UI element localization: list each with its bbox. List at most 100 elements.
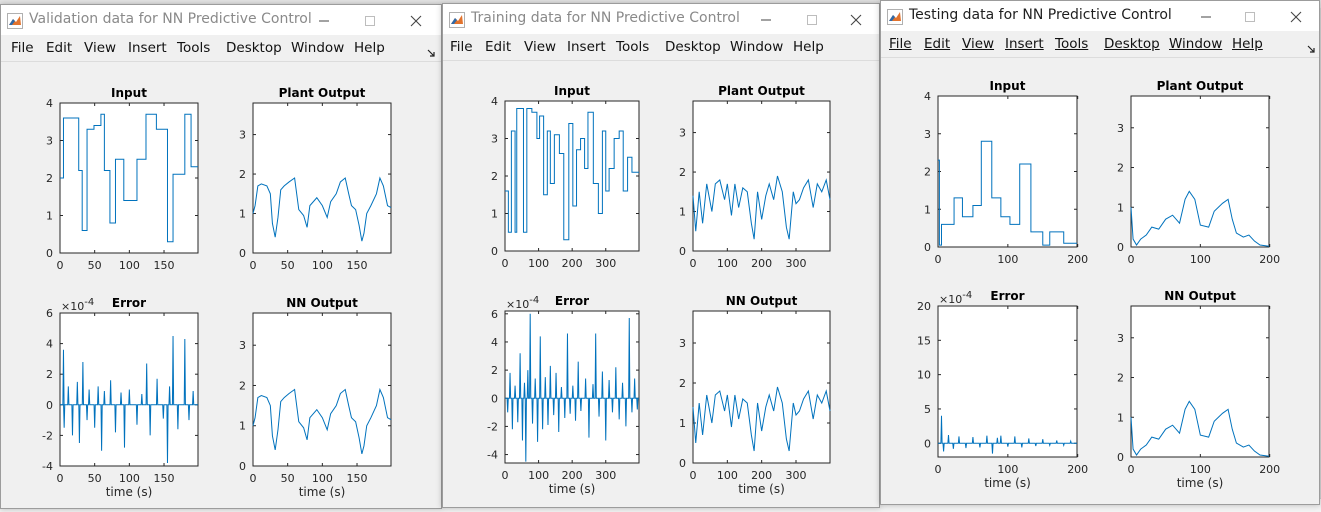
title-bar[interactable]: Testing data for NN Predictive Control <box>881 1 1319 31</box>
subplot-nn-output[interactable]: NN Output 0 100 200 0 1 2 3 time (s) <box>1117 289 1280 490</box>
x-tick-label: 300 <box>786 469 807 482</box>
close-button[interactable] <box>833 4 879 34</box>
title-bar[interactable]: Training data for NN Predictive Control <box>443 4 879 34</box>
testing-figure-window[interactable]: Testing data for NN Predictive Control F… <box>880 0 1320 505</box>
y-tick-label: 3 <box>1117 122 1124 135</box>
x-tick-label: 100 <box>119 472 140 485</box>
x-tick-label: 0 <box>250 259 257 272</box>
subplot-title: NN Output <box>726 294 798 308</box>
x-tick-label: 100 <box>1190 463 1211 476</box>
subplot-title: Error <box>990 289 1024 303</box>
y-tick-label: 1 <box>924 203 931 216</box>
menu-file[interactable]: File <box>450 39 473 55</box>
subplot-plant-output[interactable]: Plant Output 0 50 100 150 0 1 2 3 <box>239 86 392 272</box>
subplot-error[interactable]: Error 0 100 200 300 -4 -2 0 2 4 6 ×10-4 time (s) <box>487 294 640 496</box>
x-tick-label: 300 <box>786 257 807 270</box>
menu-help[interactable]: Help <box>793 39 824 55</box>
x-tick-label: 100 <box>717 257 738 270</box>
subplot-title: Plant Output <box>718 84 805 98</box>
data-line <box>692 386 831 452</box>
menu-tools[interactable]: Tools <box>616 39 650 55</box>
menu-file[interactable]: File <box>889 36 912 52</box>
close-button[interactable] <box>393 5 439 35</box>
menu-insert[interactable]: Insert <box>1005 36 1044 52</box>
subplot-title: NN Output <box>1164 289 1236 303</box>
menu-view[interactable]: View <box>962 36 995 52</box>
x-tick-label: 100 <box>119 259 140 272</box>
training-figure-window[interactable]: Training data for NN Predictive Control … <box>442 3 880 508</box>
maximize-button[interactable] <box>789 4 835 34</box>
subplot-nn-output[interactable]: NN Output 0 100 200 300 0 1 2 3 time (s) <box>679 294 831 496</box>
y-tick-label: 1 <box>1117 411 1124 424</box>
y-tick-label: 4 <box>924 90 931 103</box>
x-tick-label: 100 <box>997 463 1018 476</box>
minimize-button[interactable] <box>1183 1 1229 31</box>
menu-desktop[interactable]: Desktop <box>1104 36 1160 52</box>
y-tick-label: 2 <box>46 172 53 185</box>
data-line <box>252 176 392 242</box>
subplot-input[interactable]: Input 0 100 200 300 0 1 2 3 4 <box>491 84 640 270</box>
y-tick-label: 2 <box>46 368 53 381</box>
subplot-plant-output[interactable]: Plant Output 0 100 200 0 1 2 3 <box>1117 79 1280 266</box>
menu-edit[interactable]: Edit <box>924 36 951 52</box>
dock-arrow-icon[interactable] <box>1307 40 1315 58</box>
maximize-button[interactable] <box>347 5 393 35</box>
x-tick-label: 0 <box>57 472 64 485</box>
menu-window[interactable]: Window <box>730 39 784 55</box>
minimize-button[interactable] <box>301 5 347 35</box>
matlab-icon <box>887 9 903 30</box>
subplot-input[interactable]: Input 0 100 200 0 1 2 3 4 <box>924 79 1088 266</box>
y-tick-label: 1 <box>239 420 246 433</box>
menu-window[interactable]: Window <box>291 40 345 56</box>
x-tick-label: 200 <box>1067 463 1088 476</box>
axes-box <box>59 102 199 254</box>
menu-tools[interactable]: Tools <box>177 40 211 56</box>
x-tick-label: 100 <box>528 469 549 482</box>
x-tick-label: 50 <box>281 259 295 272</box>
subplot-error[interactable]: Error 0 50 100 150 -4 -2 0 2 4 6 ×10-4 time (s) <box>42 296 199 499</box>
x-axis-label: time (s) <box>984 476 1031 490</box>
menu-edit[interactable]: Edit <box>485 39 512 55</box>
axes-box <box>937 305 1078 458</box>
menu-view[interactable]: View <box>84 40 117 56</box>
subplot-title: Error <box>112 296 146 310</box>
y-tick-label: 3 <box>239 339 246 352</box>
x-tick-label: 200 <box>562 469 583 482</box>
x-tick-label: 50 <box>88 259 102 272</box>
y-tick-label: 5 <box>924 403 931 416</box>
y-tick-label: 1 <box>491 208 498 221</box>
menu-window[interactable]: Window <box>1169 36 1223 52</box>
menu-insert[interactable]: Insert <box>567 39 606 55</box>
dock-arrow-icon[interactable] <box>427 44 435 62</box>
subplot-nn-output[interactable]: NN Output 0 50 100 150 0 1 2 3 time (s) <box>239 296 392 499</box>
menu-desktop[interactable]: Desktop <box>665 39 721 55</box>
y-tick-label: 4 <box>46 338 53 351</box>
maximize-button[interactable] <box>1227 1 1273 31</box>
x-tick-label: 50 <box>88 472 102 485</box>
menu-help[interactable]: Help <box>1232 36 1263 52</box>
axes-box <box>692 100 831 252</box>
title-bar[interactable]: Validation data for NN Predictive Contro… <box>1 5 441 35</box>
x-tick-label: 150 <box>347 259 368 272</box>
y-tick-label: 0 <box>679 245 686 258</box>
subplot-plant-output[interactable]: Plant Output 0 100 200 300 0 1 2 3 <box>679 84 831 270</box>
validation-figure-window[interactable]: Validation data for NN Predictive Contro… <box>0 4 442 509</box>
y-tick-label: 3 <box>679 127 686 140</box>
subplot-error[interactable]: Error 0 100 200 0 5 10 15 20 ×10-4 time (s) <box>917 289 1088 490</box>
menu-view[interactable]: View <box>524 39 557 55</box>
menu-help[interactable]: Help <box>354 40 385 56</box>
menu-file[interactable]: File <box>11 40 34 56</box>
y-tick-label: 1 <box>1117 201 1124 214</box>
y-tick-label: 0 <box>1117 241 1124 254</box>
menu-edit[interactable]: Edit <box>46 40 73 56</box>
menu-desktop[interactable]: Desktop <box>226 40 282 56</box>
subplot-input[interactable]: Input 0 50 100 150 0 1 2 3 4 <box>46 86 199 272</box>
menu-bar: File Edit View Insert Tools Desktop Wind… <box>1 35 441 62</box>
minimize-button[interactable] <box>743 4 789 34</box>
y-tick-label: -4 <box>487 449 498 462</box>
y-tick-label: 2 <box>1117 372 1124 385</box>
close-button[interactable] <box>1273 1 1319 31</box>
menu-insert[interactable]: Insert <box>128 40 167 56</box>
menu-tools[interactable]: Tools <box>1055 36 1089 52</box>
x-tick-label: 0 <box>1128 253 1135 266</box>
